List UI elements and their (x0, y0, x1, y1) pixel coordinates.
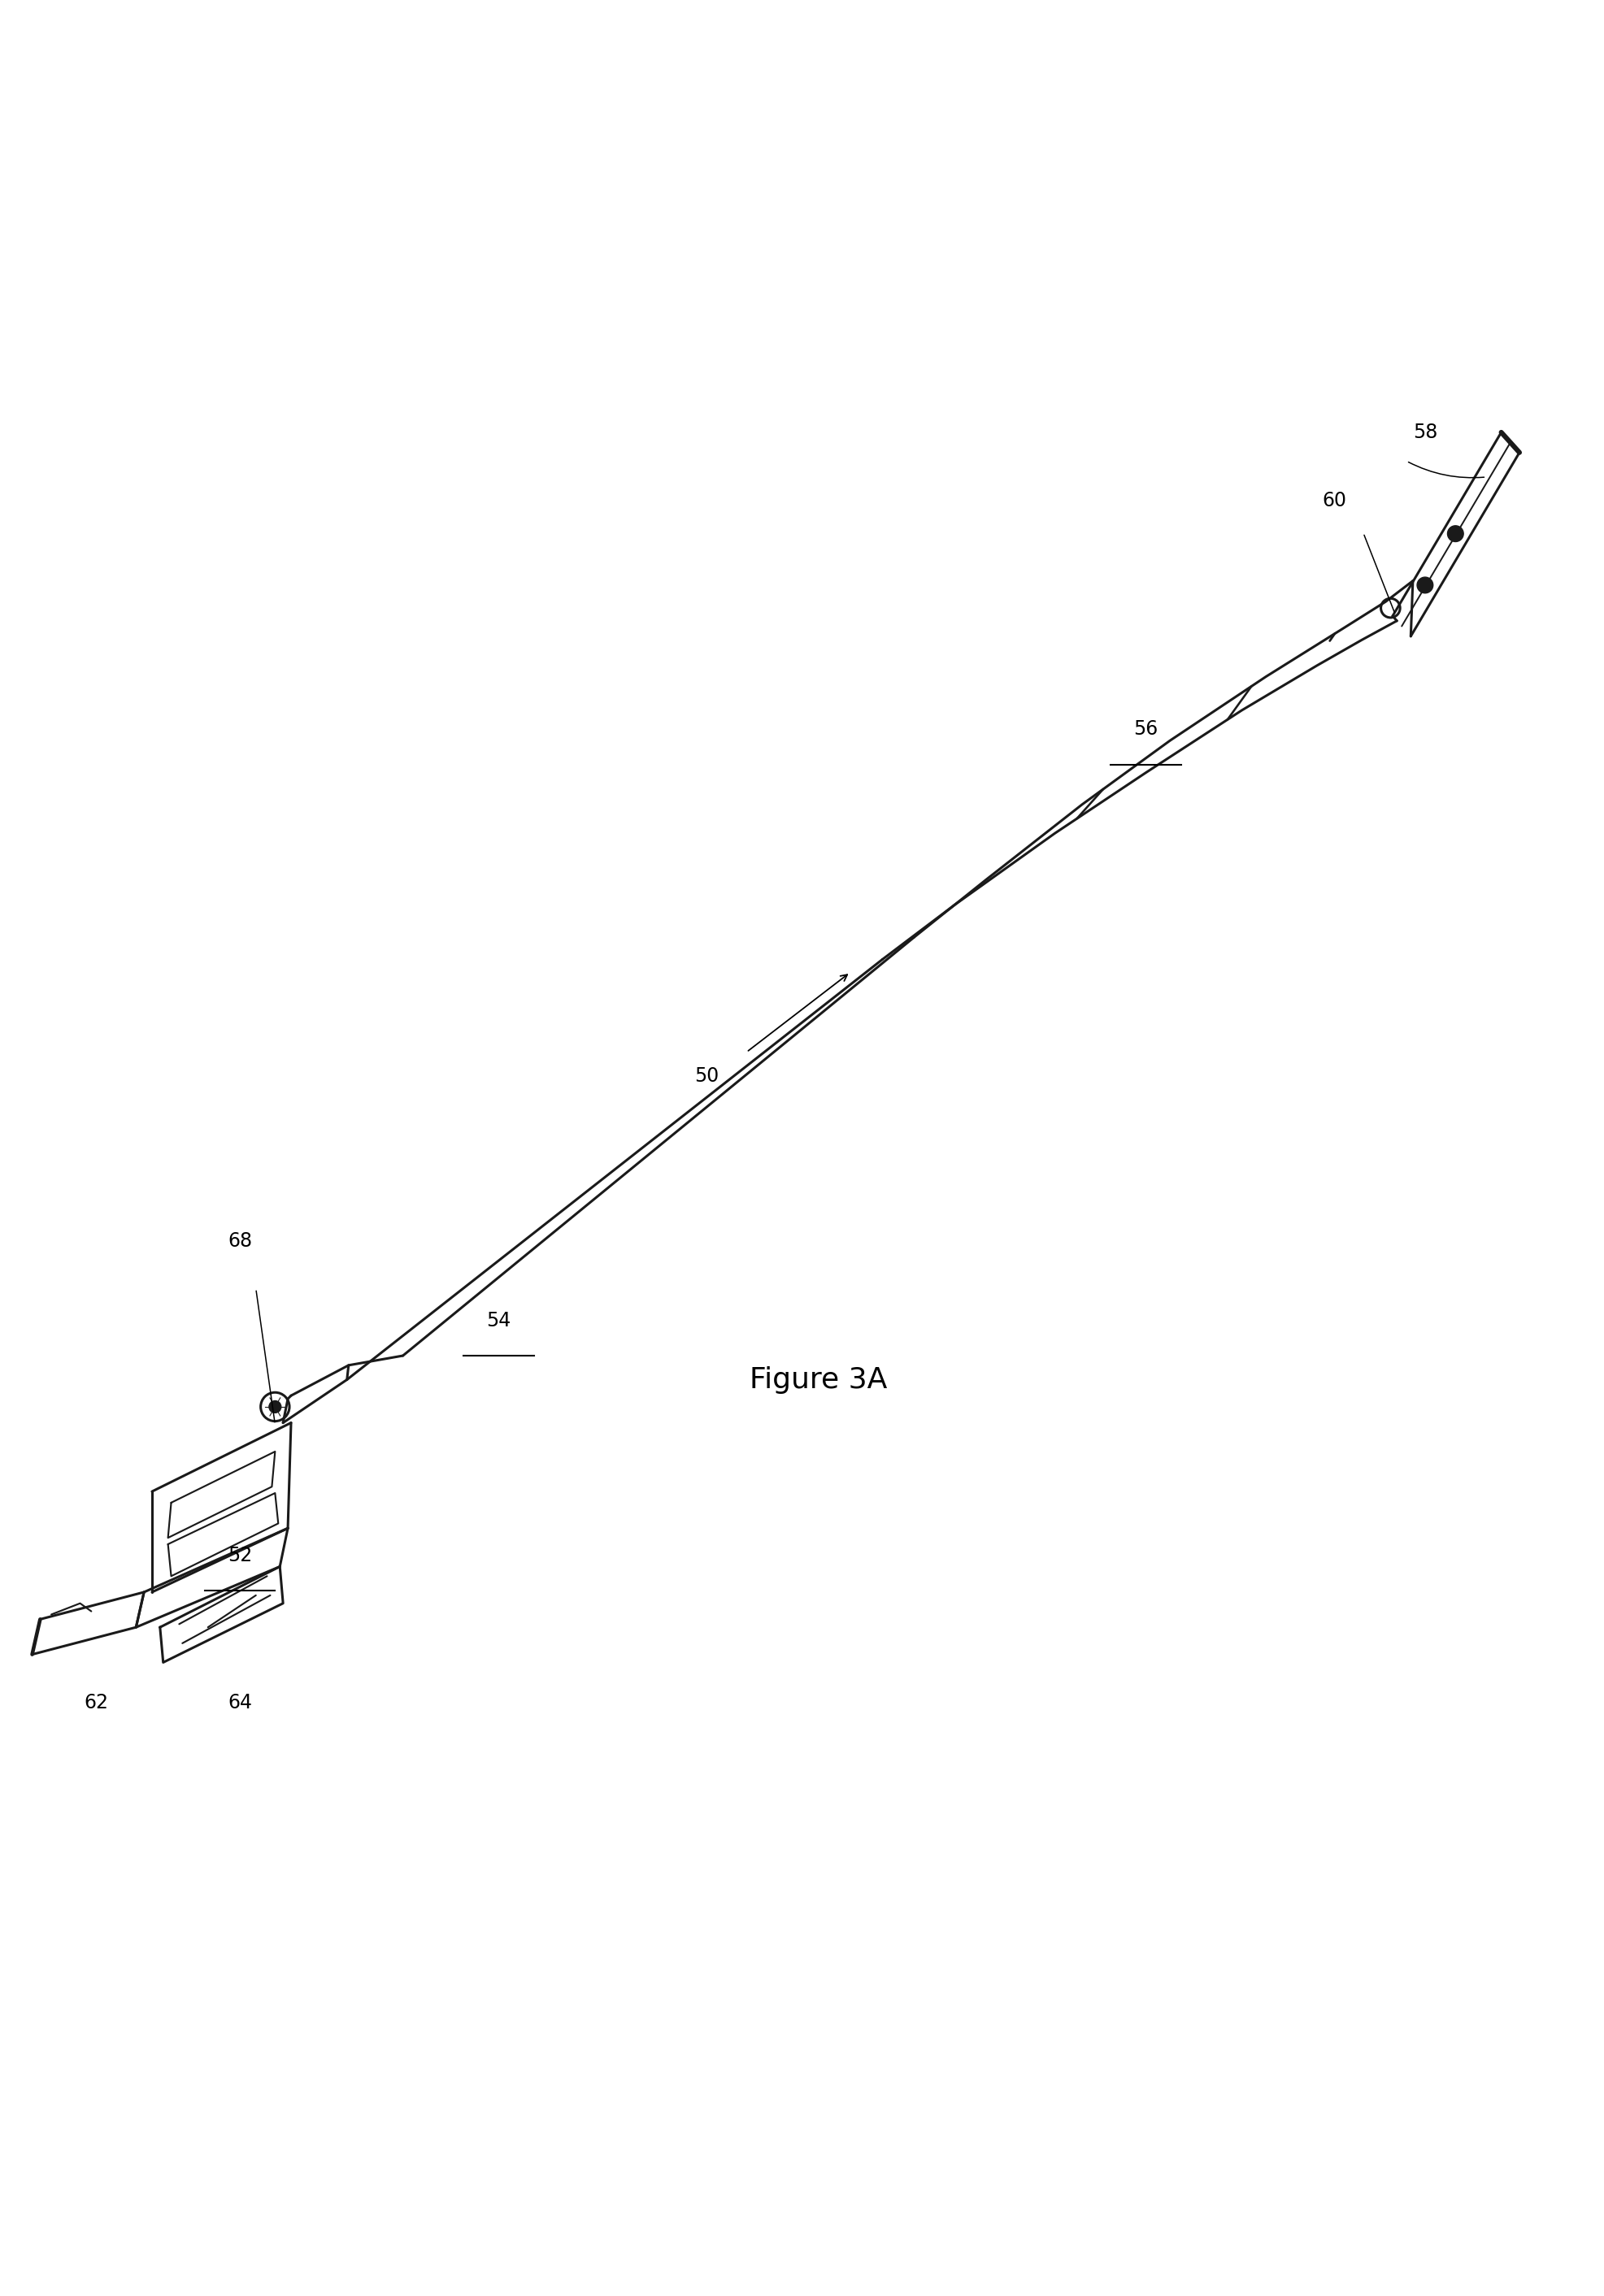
Text: 56: 56 (1132, 719, 1158, 739)
Text: 60: 60 (1322, 491, 1346, 510)
Text: 68: 68 (228, 1231, 252, 1251)
Text: 62: 62 (83, 1692, 107, 1713)
Text: 64: 64 (228, 1692, 252, 1713)
Circle shape (1447, 526, 1463, 542)
Text: Figure 3A: Figure 3A (749, 1366, 887, 1394)
Text: 54: 54 (486, 1311, 510, 1329)
Text: 58: 58 (1413, 422, 1437, 443)
Text: 50: 50 (695, 1065, 719, 1086)
Circle shape (1416, 576, 1432, 592)
Circle shape (269, 1401, 281, 1412)
Text: 52: 52 (228, 1545, 252, 1566)
